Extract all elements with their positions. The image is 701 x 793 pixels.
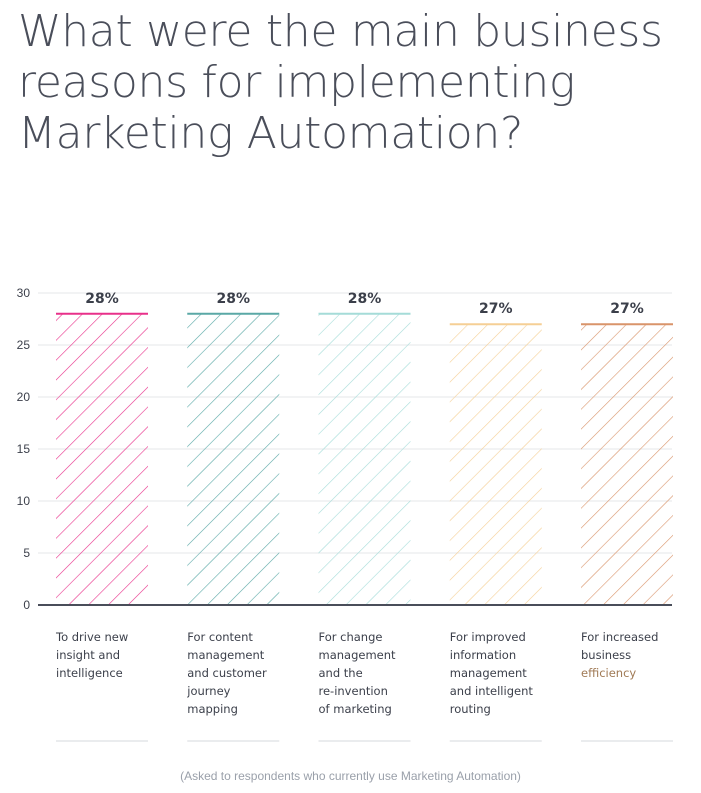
title-line-2: reasons for implementing [18,57,575,108]
category-label-line: management [450,666,528,680]
y-tick-label: 0 [23,598,30,612]
bar [581,324,673,605]
y-tick-label: 20 [17,390,31,404]
bar [56,313,148,605]
bar [187,313,280,605]
category-label-line: and the [319,666,363,680]
category-label-line: information [450,648,516,662]
y-axis-ticks: 0 5 10 15 20 25 30 [17,286,31,612]
category-label-line: routing [450,702,491,716]
category-label-line: journey [186,684,230,698]
category-label-line: For content [187,630,253,644]
category-label-line: For improved [450,630,526,644]
category-label-line: intelligence [56,666,123,680]
title-line-3: Marketing Automation? [18,108,524,159]
data-label: 28% [216,291,250,307]
category-label-line: management [319,648,397,662]
category-label: For content management and customer journey… [186,630,267,716]
category-label: To drive new insight and intelligence [55,630,128,680]
footnote: (Asked to respondents who currently use … [180,769,521,783]
y-tick-label: 15 [17,442,31,456]
category-label-line: and intelligent [450,684,534,698]
bar [318,313,411,605]
category-label-line: For increased [581,630,658,644]
category-label-line: mapping [187,702,238,716]
y-tick-label: 30 [17,286,31,300]
category-label-line: For change [319,630,383,644]
category-labels: To drive new insight and intelligence For c… [55,630,658,716]
category-label-line: re-invention [319,684,388,698]
category-label-line: business [581,648,631,662]
data-label: 27% [610,301,644,317]
category-label-line: and customer [187,666,267,680]
category-label-line: insight and [56,648,120,662]
data-label: 28% [348,291,382,307]
category-label: For improved information management and int… [450,630,534,716]
category-label-line: efficiency [581,666,636,680]
category-label-line: of marketing [319,702,392,716]
y-tick-label: 10 [17,494,31,508]
y-tick-label: 25 [17,338,31,352]
category-label: For increased business efficiency [581,630,658,680]
category-label-line: To drive new [55,630,128,644]
y-tick-label: 5 [23,546,30,560]
title-line-1: What were the main business [18,6,663,57]
bars [56,312,673,605]
data-label: 28% [85,291,119,307]
category-label: For change management and the re-invention o… [319,630,397,716]
data-labels: 28% 28% 28% 27% 27% [85,291,644,317]
page-title: What were the main business reasons for … [18,6,678,159]
category-label-line: management [187,648,265,662]
bar [449,324,542,605]
data-label: 27% [479,301,513,317]
